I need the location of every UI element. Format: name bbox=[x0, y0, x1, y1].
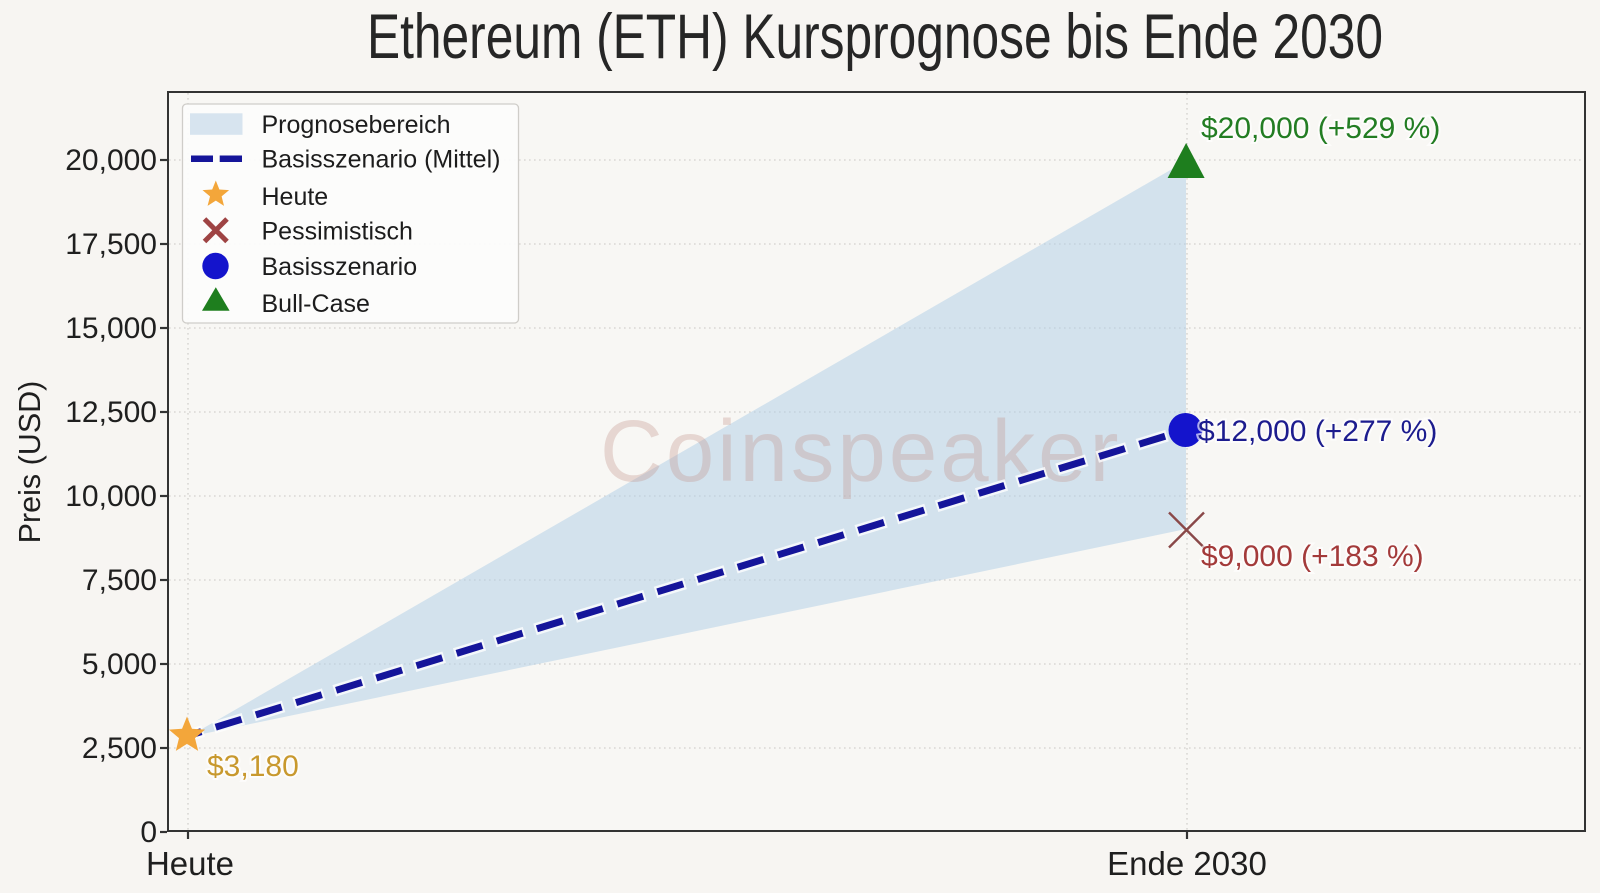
svg-text:Heute: Heute bbox=[262, 183, 329, 211]
svg-text:Coinspeaker: Coinspeaker bbox=[600, 403, 1121, 500]
svg-text:2,500: 2,500 bbox=[82, 732, 157, 765]
svg-text:$20,000 (+529 %): $20,000 (+529 %) bbox=[1201, 112, 1440, 145]
svg-text:Basisszenario (Mittel): Basisszenario (Mittel) bbox=[262, 146, 501, 174]
svg-text:17,500: 17,500 bbox=[65, 228, 157, 261]
svg-text:Ethereum (ETH) Kursprognose bi: Ethereum (ETH) Kursprognose bis Ende 203… bbox=[367, 2, 1383, 72]
svg-text:15,000: 15,000 bbox=[65, 312, 157, 345]
svg-text:Prognosebereich: Prognosebereich bbox=[262, 111, 451, 139]
svg-text:Heute: Heute bbox=[146, 845, 234, 882]
svg-text:Pessimistisch: Pessimistisch bbox=[262, 218, 413, 246]
svg-text:Basisszenario: Basisszenario bbox=[262, 253, 418, 281]
svg-text:$3,180: $3,180 bbox=[207, 750, 299, 783]
svg-text:$12,000 (+277 %): $12,000 (+277 %) bbox=[1198, 415, 1437, 448]
svg-text:12,500: 12,500 bbox=[65, 396, 157, 429]
svg-text:7,500: 7,500 bbox=[82, 564, 157, 597]
svg-text:Preis (USD): Preis (USD) bbox=[13, 381, 47, 544]
svg-text:10,000: 10,000 bbox=[65, 480, 157, 513]
svg-text:Ende 2030: Ende 2030 bbox=[1107, 845, 1267, 882]
svg-text:Bull-Case: Bull-Case bbox=[262, 290, 370, 318]
svg-text:5,000: 5,000 bbox=[82, 648, 157, 681]
svg-text:20,000: 20,000 bbox=[65, 144, 157, 177]
svg-text:0: 0 bbox=[140, 816, 157, 849]
svg-text:$9,000 (+183 %): $9,000 (+183 %) bbox=[1201, 540, 1424, 573]
